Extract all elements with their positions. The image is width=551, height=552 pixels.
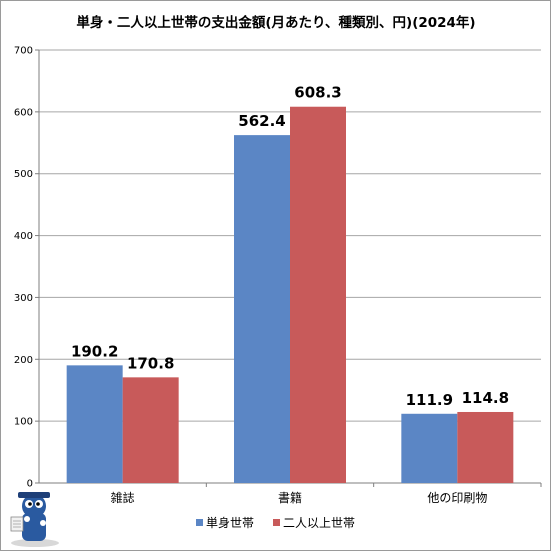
x-axis: 雑誌 書籍 他の印刷物 [111,483,542,505]
mascot-icon [10,492,59,547]
y-tick-label: 100 [14,417,33,428]
x-category-label: 書籍 [278,490,302,505]
y-tick-label: 600 [14,107,33,118]
legend-label: 二人以上世帯 [283,516,355,530]
data-labels: 190.2 170.8 562.4 608.3 111.9 114.8 [71,84,509,409]
legend-label: 単身世帯 [206,515,254,530]
x-category-label: 他の印刷物 [427,491,487,505]
y-tick-label: 300 [14,293,33,304]
y-tick-label: 200 [14,355,33,366]
legend-swatch [196,519,203,526]
data-label: 608.3 [294,84,341,102]
y-tick-label: 700 [14,46,33,57]
y-tick-label: 0 [27,479,33,490]
legend-swatch [273,519,280,526]
bar [457,411,514,483]
data-label: 170.8 [127,354,174,372]
chart-title: 単身・二人以上世帯の支出金額(月あたり、種類別、円)(2024年) [76,14,475,31]
bar [234,135,290,484]
y-tick-label: 400 [14,231,33,242]
legend: 単身世帯 二人以上世帯 [196,515,355,530]
bar [290,106,346,484]
y-tick-label: 500 [14,169,33,180]
bar [401,413,458,483]
bar [122,377,179,483]
bar [66,365,123,483]
data-label: 114.8 [462,389,509,407]
data-label: 190.2 [71,342,118,360]
data-label: 111.9 [406,391,453,409]
x-category-label: 雑誌 [111,490,135,505]
y-axis: 0 100 200 300 400 500 600 700 [14,46,40,490]
data-label: 562.4 [238,112,285,130]
bars [66,106,514,484]
